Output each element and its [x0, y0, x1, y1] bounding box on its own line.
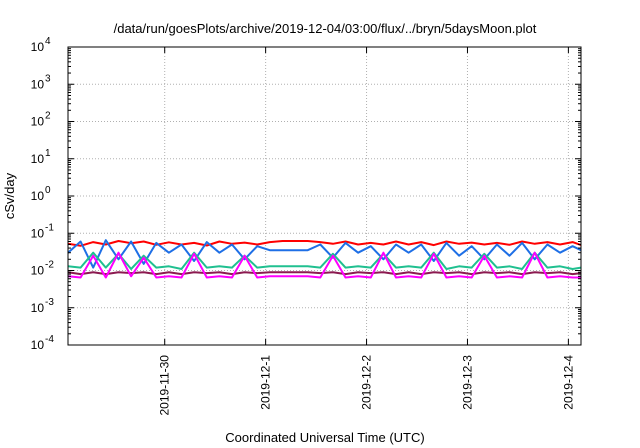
y-tick-label: 10	[31, 152, 45, 166]
y-tick-exponent: -3	[45, 297, 54, 308]
y-tick-label: 10	[31, 264, 45, 278]
y-tick-exponent: 2	[45, 111, 51, 122]
series-line-5	[67, 251, 581, 279]
y-tick-exponent: -4	[45, 334, 54, 345]
series-line-2	[67, 239, 582, 269]
y-tick-label: 10	[31, 77, 45, 91]
y-tick-label: 10	[31, 226, 45, 240]
y-tick-label: 10	[31, 40, 45, 54]
y-axis-label: cSv/day	[2, 172, 17, 219]
series-line-4	[67, 271, 582, 276]
x-tick-label: 2019-12-1	[259, 355, 273, 410]
y-tick-exponent: -1	[45, 222, 54, 233]
x-tick-label: 2019-12-3	[460, 355, 474, 410]
x-tick-label: 2019-11-30	[158, 355, 172, 416]
y-tick-exponent: 1	[45, 148, 51, 159]
y-tick-exponent: 3	[45, 73, 51, 84]
series-line-3	[67, 251, 582, 270]
y-tick-label: 10	[31, 189, 45, 203]
series-layer	[67, 239, 582, 279]
grid-layer	[68, 47, 581, 345]
y-tick-exponent: -2	[45, 260, 54, 271]
y-tick-label: 10	[31, 115, 45, 129]
y-tick-label: 10	[31, 338, 45, 352]
chart-title: /data/run/goesPlots/archive/2019-12-04/0…	[114, 21, 537, 36]
y-tick-exponent: 0	[45, 185, 51, 196]
x-tick-label: 2019-12-2	[360, 355, 374, 410]
series-line-1	[67, 240, 582, 247]
y-tick-exponent: 4	[45, 36, 51, 47]
y-tick-label: 10	[31, 301, 45, 315]
x-axis-label: Coordinated Universal Time (UTC)	[225, 430, 424, 445]
x-tick-label: 2019-12-4	[561, 355, 575, 410]
plot-frame	[67, 46, 582, 346]
